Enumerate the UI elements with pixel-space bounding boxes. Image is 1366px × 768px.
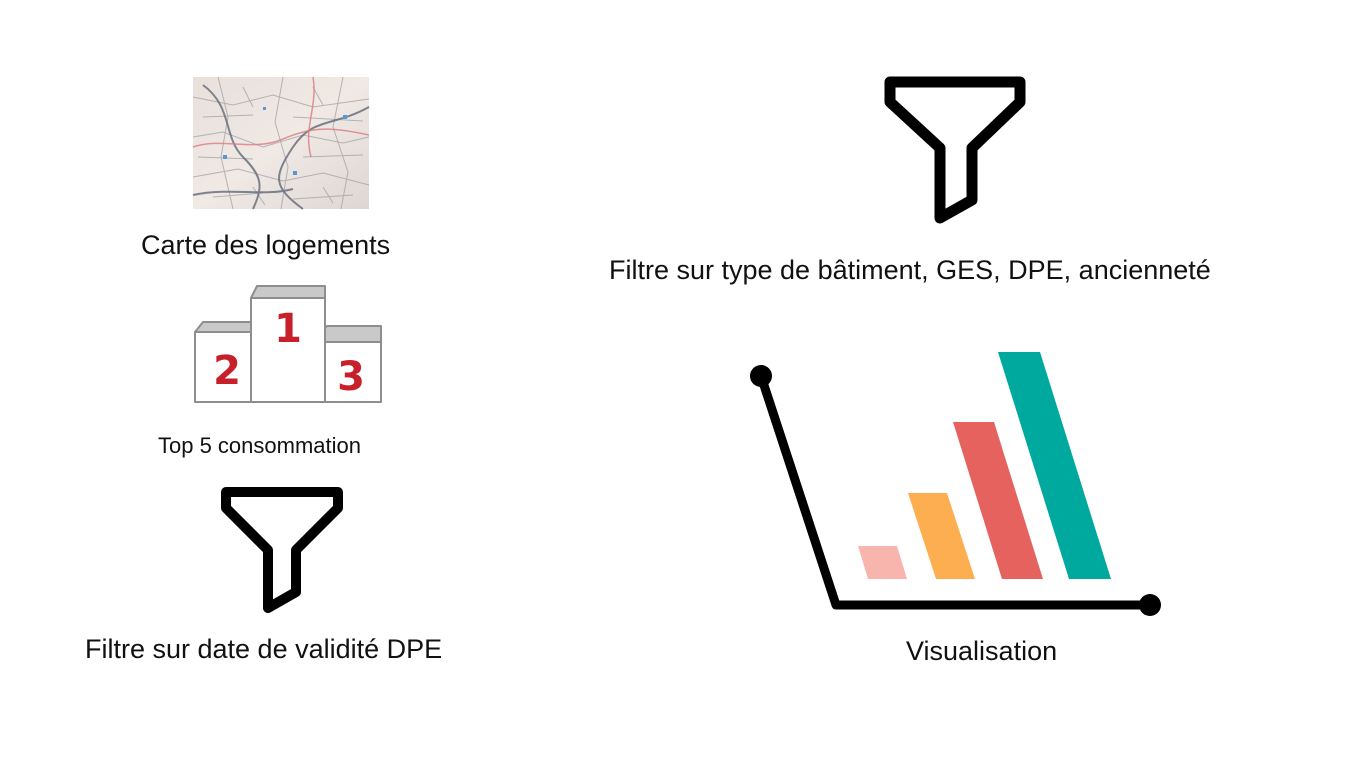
visualisation-card xyxy=(740,345,1170,625)
map-card xyxy=(192,76,370,210)
funnel-icon xyxy=(884,76,1026,224)
type-filter-card xyxy=(884,76,1026,226)
bar-chart-icon xyxy=(750,352,1161,616)
podium-card: 1 2 3 xyxy=(193,284,383,404)
bar-2 xyxy=(908,493,975,579)
type-filter-card-label: Filtre sur type de bâtiment, GES, DPE, a… xyxy=(609,255,1211,285)
bar-1 xyxy=(858,546,907,579)
podium-card-label: Top 5 consommation xyxy=(158,433,361,458)
podium-icon: 1 2 3 xyxy=(194,285,382,403)
podium-rank-1: 1 xyxy=(274,306,302,352)
map-card-label: Carte des logements xyxy=(141,230,391,260)
bar-3 xyxy=(953,422,1043,579)
podium-rank-3: 3 xyxy=(337,354,365,400)
funnel-icon xyxy=(221,487,343,613)
bar-4 xyxy=(998,352,1111,579)
chart-axes xyxy=(756,374,1150,610)
date-filter-card-label: Filtre sur date de validité DPE xyxy=(85,634,443,664)
map-photo-icon xyxy=(192,76,370,210)
visualisation-card-label: Visualisation xyxy=(906,636,1058,666)
podium-rank-2: 2 xyxy=(213,348,241,394)
axis-start-dot xyxy=(750,365,772,387)
axis-end-dot xyxy=(1139,594,1161,616)
date-filter-card xyxy=(220,486,344,613)
